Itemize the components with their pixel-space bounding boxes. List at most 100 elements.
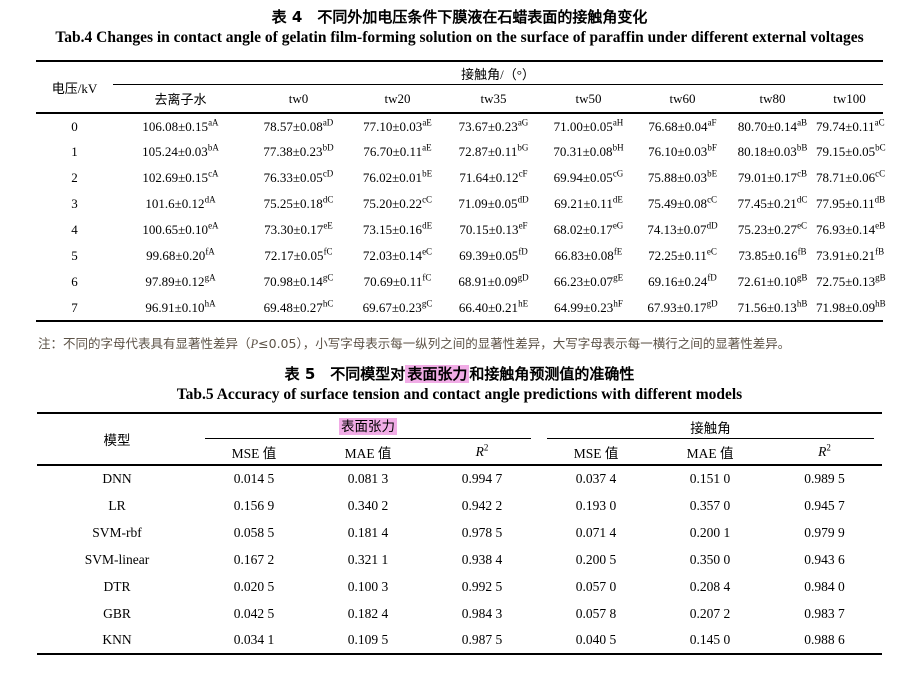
contact-angle-cell: 106.08±0.15aA: [142, 117, 219, 134]
contact-angle-cell: 78.71±0.06cC: [816, 168, 886, 185]
table4: 电压/kV 接触角/（°） 去离子水 tw0 tw20 tw35 tw50 tw60 tw80 t…: [36, 60, 886, 322]
table4-column-header: tw0: [288, 90, 309, 106]
contact-angle-cell: 75.20±0.22cC: [362, 194, 433, 211]
contact-angle-cell: 72.75±0.13gB: [816, 272, 886, 289]
contact-angle-cell: 75.25±0.18dC: [263, 194, 334, 211]
table5-row: LR 0.156 9 0.340 2 0.942 2 0.193 0 0.357 0 0.9…: [37, 492, 882, 519]
contact-angle-cell: 69.67±0.23gC: [362, 298, 433, 315]
contact-angle-cell: 101.6±0.12dA: [145, 194, 216, 211]
contact-angle-cell: 72.61±0.10gB: [737, 272, 808, 289]
voltage-cell: 0: [71, 118, 78, 134]
table5-metric-header: MSE 值: [231, 445, 277, 461]
table5-title-zh: 表 5 不同模型对 表面张力 和接触角预测值的准确性: [0, 352, 919, 384]
metric-value-cell: 0.340 2: [347, 497, 389, 513]
contact-angle-cell: 72.87±0.11bG: [458, 142, 529, 159]
table5-row: KNN 0.034 1 0.109 5 0.987 5 0.040 5 0.145 0 0.…: [37, 627, 882, 654]
model-name-cell: DNN: [102, 471, 132, 486]
metric-value-cell: 0.945 7: [804, 497, 845, 513]
table4-row: 5 99.68±0.20fA 72.17±0.05fC 72.03±0.14eC 69.…: [36, 243, 884, 269]
metric-value-cell: 0.081 3: [347, 471, 389, 486]
contact-angle-cell: 75.23±0.27eC: [737, 220, 808, 237]
metric-value-cell: 0.193 0: [575, 497, 617, 513]
table5-group-label: 表面张力: [339, 418, 397, 435]
table4-group-header: 接触角/（°）: [113, 61, 884, 85]
contact-angle-cell: 100.65±0.10eA: [142, 220, 219, 237]
contact-angle-cell: 76.93±0.14eB: [816, 220, 886, 237]
table5-row-header: 模型: [103, 433, 131, 448]
contact-angle-cell: 77.10±0.03aE: [363, 117, 432, 134]
table5-row: DNN 0.014 5 0.081 3 0.994 7 0.037 4 0.151 0 0.…: [37, 465, 882, 492]
metric-value-cell: 0.034 1: [233, 632, 275, 647]
contact-angle-cell: 70.69±0.11fC: [363, 272, 432, 289]
table5-title-en: Tab.5 Accuracy of surface tension and co…: [176, 386, 743, 403]
contact-angle-cell: 68.91±0.09gD: [458, 272, 529, 289]
contact-angle-cell: 69.16±0.24fD: [648, 272, 717, 289]
metric-value-cell: 0.145 0: [689, 632, 731, 647]
contact-angle-cell: 66.83±0.08fE: [554, 246, 623, 263]
contact-angle-cell: 71.64±0.12cF: [459, 168, 528, 185]
table5-group-label: 接触角: [690, 420, 731, 436]
metric-value-cell: 0.984 3: [461, 605, 503, 621]
table5-row: SVM-rbf 0.058 5 0.181 4 0.978 5 0.071 4 0.200…: [37, 519, 882, 546]
metric-value-cell: 0.100 3: [347, 578, 389, 594]
metric-value-cell: 0.014 5: [233, 471, 275, 486]
contact-angle-cell: 76.02±0.01bE: [362, 168, 433, 185]
contact-angle-cell: 66.23±0.07gE: [553, 272, 624, 289]
metric-value-cell: 0.181 4: [347, 524, 389, 540]
note-prefix: 注：不同的字母代表具有显著性差异（: [38, 336, 251, 351]
table4-column-header: tw50: [575, 90, 602, 106]
contact-angle-cell: 80.70±0.14aB: [737, 117, 808, 134]
table5-title-prefix: 表 5 不同模型对: [284, 365, 406, 383]
contact-angle-cell: 69.48±0.27hC: [263, 298, 334, 315]
metric-value-cell: 0.321 1: [347, 551, 389, 567]
metric-value-cell: 0.151 0: [689, 471, 731, 486]
model-name-cell: GBR: [103, 605, 131, 621]
table4-row: 1 105.24±0.03bA 77.38±0.23bD 76.70±0.11aE 72…: [36, 139, 886, 165]
metric-value-cell: 0.943 6: [804, 551, 845, 567]
metric-value-cell: 0.983 7: [804, 605, 845, 621]
model-name-cell: KNN: [102, 632, 132, 647]
contact-angle-cell: 79.01±0.17cB: [737, 168, 808, 185]
contact-angle-cell: 79.74±0.11aC: [816, 117, 885, 134]
contact-angle-cell: 73.67±0.23aG: [458, 117, 529, 134]
contact-angle-cell: 71.98±0.09hB: [816, 298, 886, 315]
table4-row: 2 102.69±0.15cA 76.33±0.05cD 76.02±0.01bE 71…: [36, 165, 886, 191]
metric-value-cell: 0.200 5: [575, 551, 617, 567]
metric-value-cell: 0.207 2: [689, 605, 731, 621]
contact-angle-cell: 76.68±0.04aF: [648, 117, 717, 134]
contact-angle-cell: 71.56±0.13hB: [737, 298, 808, 315]
contact-angle-cell: 76.33±0.05cD: [263, 168, 334, 185]
metric-value-cell: 0.984 0: [804, 578, 845, 594]
contact-angle-cell: 72.03±0.14eC: [362, 246, 433, 263]
metric-value-cell: 0.057 0: [575, 578, 617, 594]
model-name-cell: DTR: [103, 578, 131, 594]
metric-value-cell: 0.200 1: [689, 524, 731, 540]
table5-title-highlight: 表面张力: [405, 365, 470, 383]
voltage-cell: 5: [71, 248, 78, 263]
table5-metric-header: MAE 值: [344, 445, 392, 461]
table4-row: 0 106.08±0.15aA 78.57±0.08aD 77.10±0.03aE 73…: [36, 113, 885, 139]
metric-value-cell: 0.182 4: [347, 605, 389, 621]
voltage-cell: 1: [71, 144, 78, 159]
contact-angle-cell: 71.00±0.05aH: [553, 117, 624, 134]
contact-angle-cell: 77.38±0.23bD: [263, 142, 334, 159]
contact-angle-cell: 64.99±0.23hF: [554, 298, 623, 315]
contact-angle-cell: 66.40±0.21hE: [458, 298, 529, 315]
contact-angle-cell: 72.25±0.11eC: [648, 246, 717, 263]
voltage-cell: 3: [71, 196, 78, 211]
contact-angle-cell: 102.69±0.15cA: [142, 168, 219, 185]
table5-row: GBR 0.042 5 0.182 4 0.984 3 0.057 8 0.207 2 0.…: [37, 600, 882, 627]
contact-angle-cell: 73.30±0.17eE: [264, 220, 333, 237]
table5-title-suffix: 和接触角预测值的准确性: [469, 365, 635, 383]
note-p-variable: P: [250, 337, 259, 351]
contact-angle-cell: 79.15±0.05bC: [816, 142, 886, 159]
metric-value-cell: 0.942 2: [461, 497, 503, 513]
table4-title-zh: 表 4 不同外加电压条件下膜液在石蜡表面的接触角变化: [271, 8, 648, 26]
note-suffix: ≤0.05），小写字母表示每一纵列之间的显著性差异，大写字母表示每一横行之间的显…: [258, 336, 791, 351]
table5-row: DTR 0.020 5 0.100 3 0.992 5 0.057 0 0.208 4 0.…: [37, 573, 882, 600]
contact-angle-cell: 70.15±0.13eF: [459, 220, 528, 237]
metric-value-cell: 0.042 5: [233, 605, 275, 621]
contact-angle-cell: 70.31±0.08bH: [553, 142, 624, 159]
contact-angle-cell: 73.15±0.16dE: [362, 220, 433, 237]
